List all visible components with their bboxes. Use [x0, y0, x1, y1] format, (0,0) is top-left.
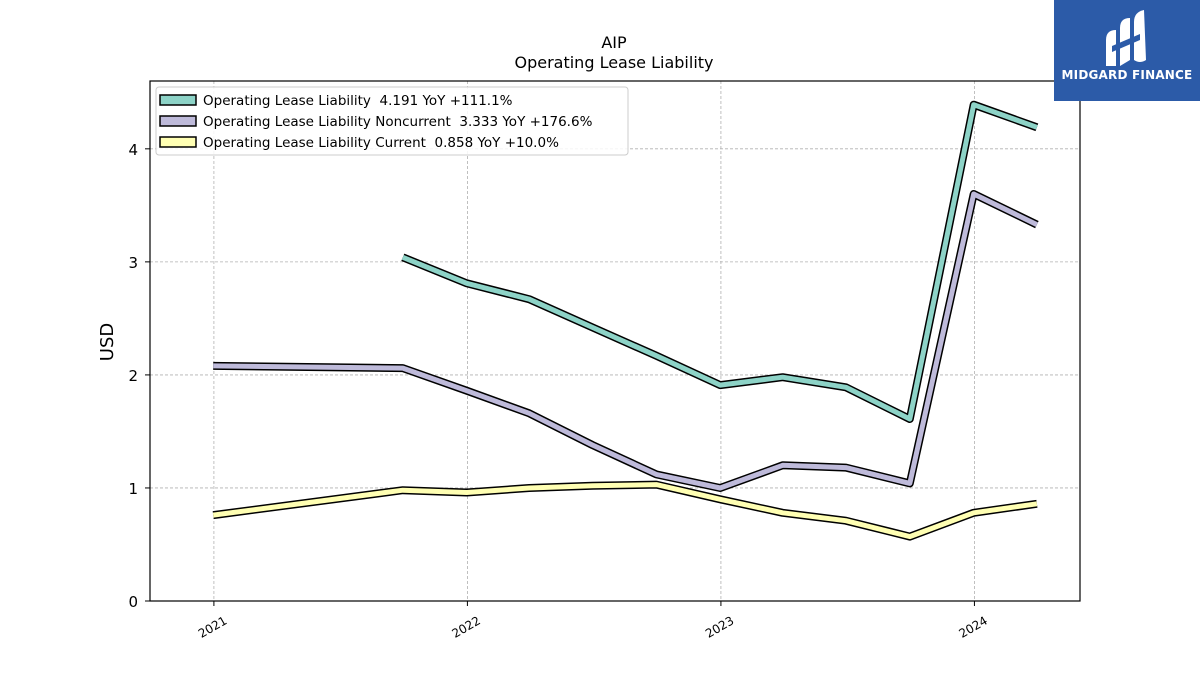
legend: Operating Lease Liability 4.191 YoY +111… [155, 86, 629, 156]
y-axis-label: USD [97, 323, 118, 361]
logo-mark-icon [1106, 10, 1146, 66]
series-lines [212, 100, 1039, 541]
legend-box [155, 86, 629, 156]
x-tick-label: 2022 [449, 613, 482, 640]
brand-logo: MIDGARD FINANCE [1054, 0, 1200, 101]
legend-swatch [159, 136, 197, 148]
x-tick-label: 2023 [703, 613, 736, 640]
legend-swatch [159, 94, 197, 106]
chart-subtitle: Operating Lease Liability [514, 53, 713, 72]
legend-label: Operating Lease Liability Noncurrent 3.3… [203, 114, 593, 130]
x-tick-label: 2021 [196, 613, 229, 640]
legend-label: Operating Lease Liability 4.191 YoY +111… [203, 93, 513, 109]
y-tick-label: 4 [128, 141, 138, 159]
legend-label: Operating Lease Liability Current 0.858 … [203, 135, 559, 151]
chart-title: AIP [601, 33, 627, 52]
y-tick-label: 1 [128, 480, 138, 498]
legend-swatch [159, 115, 197, 127]
series-line-3 [212, 480, 1038, 541]
y-tick-label: 3 [128, 254, 138, 272]
series-line-1 [401, 100, 1039, 423]
series-line-2 [213, 190, 1039, 492]
y-tick-label: 2 [128, 367, 138, 385]
y-tick-label: 0 [128, 593, 138, 611]
logo-text: MIDGARD FINANCE [1061, 68, 1193, 82]
x-tick-label: 2024 [956, 613, 989, 640]
plot-frame [149, 80, 1081, 602]
